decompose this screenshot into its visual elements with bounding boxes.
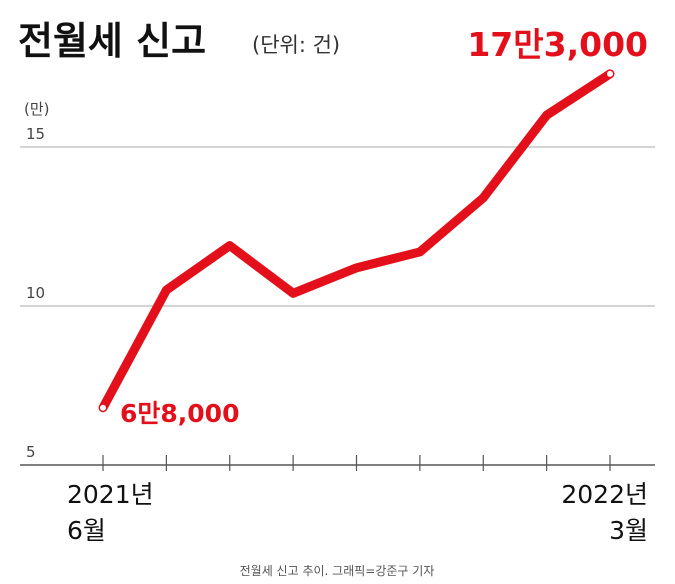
line: [98, 69, 615, 413]
chart-subtitle: (단위: 건): [252, 33, 340, 57]
y-unit-label: (만): [24, 100, 50, 118]
caption: 전월세 신고 추이. 그래픽=강준구 기자: [240, 564, 435, 578]
x-tick-label-line: 6월: [67, 516, 106, 545]
y-tick-label: 5: [26, 443, 36, 461]
chart-title: 전월세 신고: [18, 19, 206, 63]
x-tick-label-line: 2021년: [67, 480, 154, 509]
y-tick-label: 15: [26, 125, 45, 143]
x-tick-label: 2022년 3월: [561, 480, 648, 545]
data-label: 17만3,000: [467, 25, 648, 64]
data-label: 6만8,000: [120, 399, 239, 428]
x-tick-label-line: 3월: [609, 516, 648, 545]
x-tick-label: 2021년 6월: [67, 480, 154, 545]
end-point: [606, 69, 614, 78]
end-point: [99, 403, 107, 412]
y-tick-label: 10: [26, 284, 45, 302]
x-tick-label-line: 2022년: [561, 480, 648, 509]
